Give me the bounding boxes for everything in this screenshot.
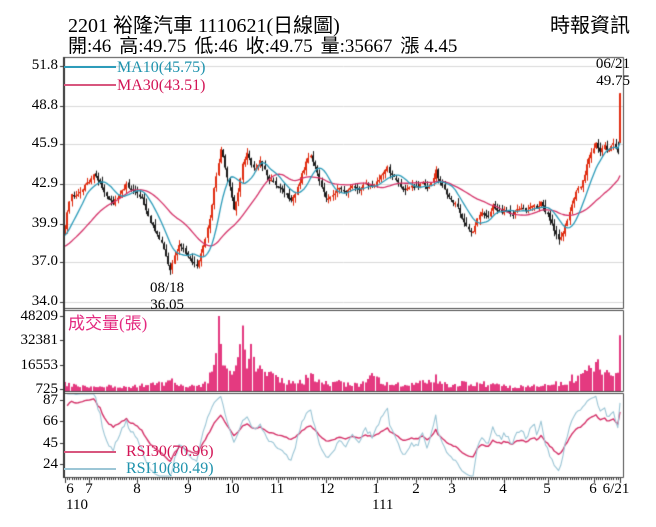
price-axis-label: 51.8: [31, 57, 58, 73]
month-axis-label: 6: [66, 481, 74, 497]
year-axis-label: 110: [66, 497, 88, 513]
month-axis-label: 1: [372, 481, 380, 497]
volume-axis-label: 32381: [20, 332, 59, 349]
month-axis-label: 6/21: [602, 481, 630, 497]
last-bar-annotation: 06/21 49.75: [596, 56, 630, 90]
price-axis-label: 45.9: [31, 135, 58, 152]
month-axis-label: 3: [448, 481, 456, 497]
ma30-legend-line: [64, 84, 116, 86]
price-axis-label: 34.0: [31, 293, 58, 309]
volume-axis-label: 16553: [20, 356, 59, 373]
rsi30-legend-label: RSI30(70.96): [126, 443, 214, 460]
rsi10-legend-line: [64, 468, 116, 470]
month-axis-label: 12: [319, 481, 335, 497]
quote-open: 開:46: [68, 36, 112, 57]
month-axis-label: 4: [499, 481, 507, 497]
quote-line: 開:46 高:49.75 低:46 收:49.75 量:35667 漲 4.45: [68, 31, 457, 58]
rsi-axis-label: 45: [43, 434, 58, 451]
low-point-annotation: 08/18 36.05: [150, 280, 184, 314]
rsi-axis-label: 24: [43, 456, 58, 472]
rsi30-legend-line: [64, 451, 116, 453]
ma30-legend-label: MA30(43.51): [117, 77, 206, 94]
month-axis-label: 9: [184, 481, 192, 497]
month-axis-label: 6: [589, 481, 597, 497]
month-axis-label: 5: [543, 481, 551, 497]
month-axis-label: 8: [133, 481, 141, 497]
last-bar-date: 06/21: [595, 56, 630, 72]
quote-change: 漲 4.45: [400, 36, 458, 57]
month-axis-label: 2: [412, 481, 420, 497]
volume-axis-label: 725: [35, 380, 59, 397]
low-point-date: 08/18: [150, 280, 185, 296]
volume-pane-label: 成交量(張): [68, 314, 148, 333]
month-axis-label: 11: [269, 481, 285, 497]
price-axis-label: 39.9: [31, 214, 58, 231]
rsi10-legend-label: RSI10(80.49): [126, 460, 214, 477]
rsi-axis-label: 66: [43, 413, 58, 430]
quote-low: 低:46: [194, 36, 238, 57]
price-axis-label: 37.0: [31, 253, 58, 270]
price-axis-label: 48.8: [31, 96, 58, 113]
quote-close: 收:49.75: [245, 36, 313, 57]
quote-high: 高:49.75: [119, 36, 187, 57]
brand-label: 時報資訊: [550, 15, 630, 37]
rsi-axis-label: 87: [43, 392, 58, 408]
low-point-price: 36.05: [150, 297, 184, 313]
ma10-legend-line: [64, 66, 116, 68]
ma10-legend-label: MA10(45.75): [117, 59, 206, 76]
page-title: 2201 裕隆汽車 1110621(日線圖): [68, 15, 340, 37]
year-axis-label: 111: [372, 497, 394, 513]
month-axis-label: 7: [85, 481, 93, 497]
month-axis-label: 10: [224, 481, 240, 497]
price-axis-label: 42.9: [31, 175, 58, 191]
volume-axis-label: 48209: [20, 308, 59, 324]
last-bar-price: 49.75: [596, 73, 630, 89]
quote-volume: 量:35667: [320, 36, 393, 57]
